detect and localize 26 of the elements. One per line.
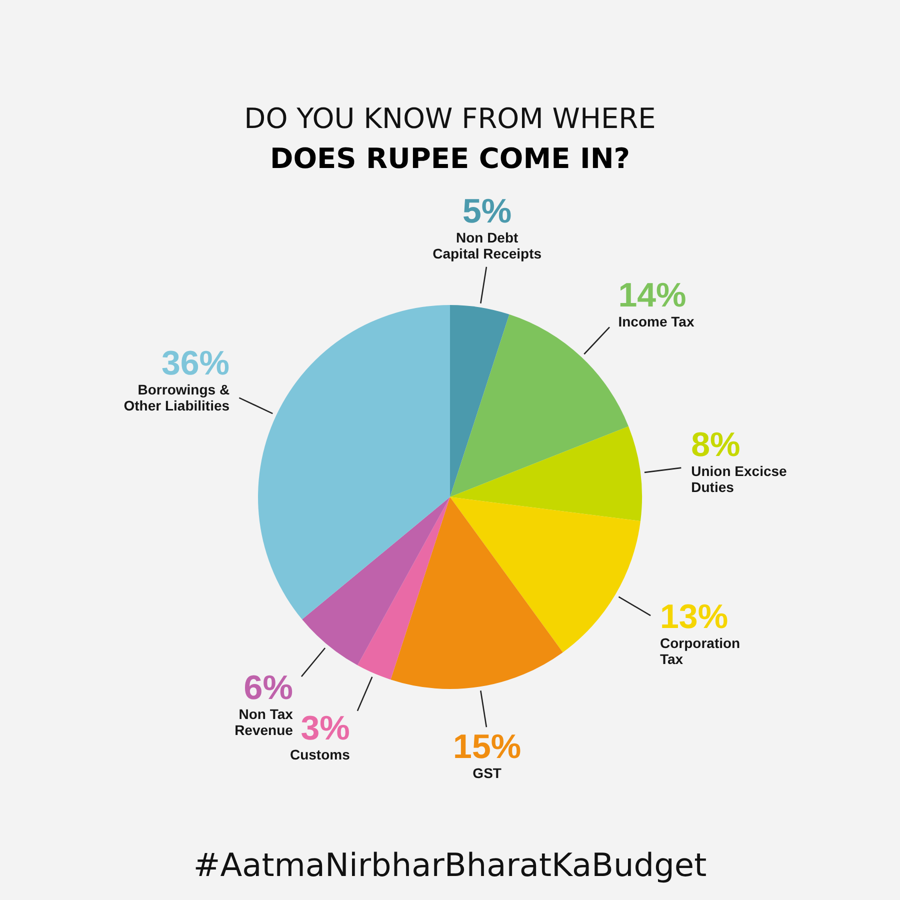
pie-slice bbox=[302, 497, 450, 666]
data-label: 6% bbox=[244, 668, 293, 707]
slice-label: Corporation Tax bbox=[660, 634, 740, 667]
slice-label: Non Debt Capital Receipts bbox=[432, 229, 542, 262]
pie-slice bbox=[450, 497, 640, 652]
slice-label: GST bbox=[472, 764, 502, 781]
pie-slice bbox=[450, 305, 510, 497]
data-label: 3% bbox=[300, 709, 350, 748]
slice-label: Income Tax bbox=[618, 313, 694, 330]
chart-subtitle: DOES RUPEE COME IN? bbox=[270, 142, 630, 175]
data-label: 5% bbox=[462, 192, 512, 230]
data-label: 8% bbox=[691, 426, 740, 464]
text: #AatmaNirbharBharatKaBudget bbox=[193, 846, 707, 884]
pie-slice bbox=[258, 305, 450, 620]
data-label: 36% bbox=[161, 344, 230, 383]
slice-label: Non Tax Revenue bbox=[234, 706, 294, 738]
slice-label: Customs bbox=[290, 746, 350, 762]
data-label: 13% bbox=[660, 598, 728, 636]
pie-slice bbox=[358, 497, 450, 680]
pie-slice bbox=[450, 426, 642, 522]
data-label: 14% bbox=[618, 276, 686, 314]
chart-title: DO YOU KNOW FROM WHERE bbox=[244, 102, 656, 135]
slice-label: Borrowings & Other Liabilities bbox=[124, 382, 230, 414]
data-label: 15% bbox=[453, 728, 522, 766]
slice-label: Union Excicse Duties bbox=[691, 463, 788, 496]
pie-slice bbox=[390, 497, 563, 689]
